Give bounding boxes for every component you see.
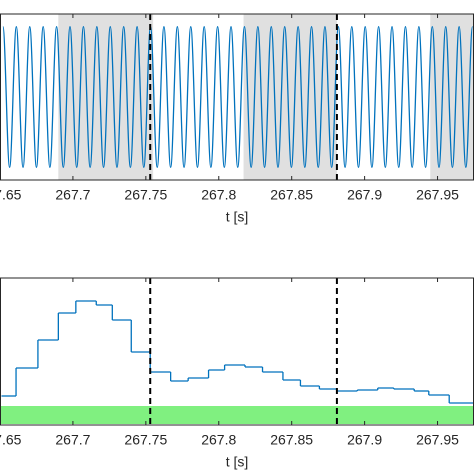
x-tick-label: 267.7: [55, 432, 90, 448]
x-tick-label: 267.75: [124, 187, 167, 203]
x-tick-label: 267.9: [347, 432, 382, 448]
x-tick-label: 267.65: [0, 432, 22, 448]
threshold-band: [0, 406, 474, 424]
x-tick-label: 267.8: [201, 187, 236, 203]
signal-line: [2, 26, 474, 168]
x-axis-label: t [s]: [226, 454, 249, 470]
x-tick-label: 267.95: [416, 187, 459, 203]
x-tick-label: 267.9: [347, 187, 382, 203]
shaded-region: [58, 14, 154, 180]
x-tick-label: 267.85: [270, 187, 313, 203]
x-tick-label: 267.75: [124, 432, 167, 448]
x-tick-label: 267.95: [416, 432, 459, 448]
x-tick-label: 267.65: [0, 187, 22, 203]
x-axis-label: t [s]: [226, 209, 249, 225]
x-tick-label: 267.85: [270, 432, 313, 448]
x-tick-label: 267.8: [201, 432, 236, 448]
axes-box: [0, 277, 474, 426]
x-tick-label: 267.7: [55, 187, 90, 203]
